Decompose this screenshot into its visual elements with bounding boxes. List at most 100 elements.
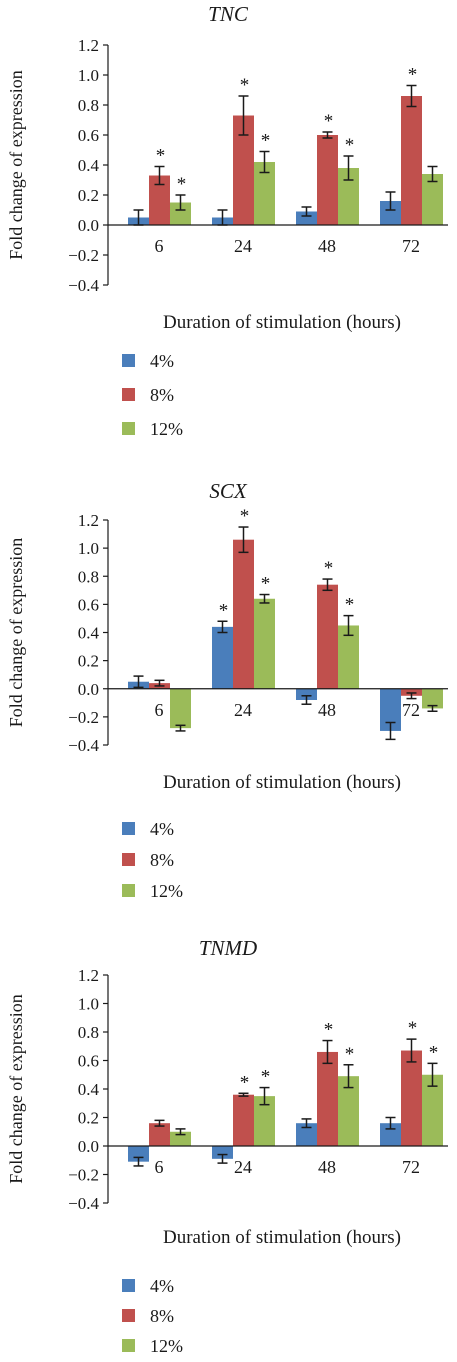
significance-marker: * bbox=[408, 65, 418, 86]
y-tick-label: −0.2 bbox=[68, 1166, 99, 1185]
bar bbox=[170, 688, 191, 729]
y-tick-label: 0.0 bbox=[78, 1137, 99, 1156]
y-tick-label: 0.8 bbox=[78, 1023, 99, 1042]
x-axis-label: Duration of stimulation (hours) bbox=[163, 1227, 401, 1248]
y-tick-label: 0.6 bbox=[78, 1052, 99, 1071]
bar bbox=[254, 1096, 275, 1146]
legend-swatch bbox=[122, 388, 135, 401]
bar bbox=[254, 598, 275, 689]
legend-label: 8% bbox=[150, 1306, 174, 1326]
bar bbox=[254, 162, 275, 225]
significance-marker: * bbox=[240, 75, 250, 96]
bar bbox=[401, 1050, 422, 1146]
bar bbox=[317, 584, 338, 689]
legend-label: 8% bbox=[150, 385, 174, 405]
legend-swatch bbox=[122, 1339, 135, 1352]
bar bbox=[422, 174, 443, 225]
y-tick-label: 0.8 bbox=[78, 96, 99, 115]
y-tick-label: −0.4 bbox=[68, 276, 99, 295]
x-tick-label: 48 bbox=[318, 700, 336, 720]
significance-marker: * bbox=[240, 506, 250, 527]
legend-label: 8% bbox=[150, 850, 174, 870]
significance-marker: * bbox=[219, 600, 229, 621]
bar bbox=[233, 1094, 254, 1146]
y-tick-label: 1.2 bbox=[78, 36, 99, 55]
significance-marker: * bbox=[261, 1067, 271, 1088]
legend-label: 12% bbox=[150, 881, 183, 901]
x-tick-label: 72 bbox=[402, 700, 420, 720]
bar bbox=[338, 168, 359, 225]
y-tick-label: 0.8 bbox=[78, 567, 99, 586]
bar bbox=[380, 201, 401, 225]
y-tick-label: 1.0 bbox=[78, 995, 99, 1014]
y-tick-label: 0.6 bbox=[78, 595, 99, 614]
significance-marker: * bbox=[429, 1042, 439, 1063]
x-tick-label: 6 bbox=[155, 1157, 164, 1177]
x-tick-label: 48 bbox=[318, 236, 336, 256]
y-tick-label: 0.4 bbox=[78, 156, 100, 175]
significance-marker: * bbox=[261, 574, 271, 595]
bar bbox=[317, 135, 338, 225]
legend-swatch bbox=[122, 1309, 135, 1322]
y-tick-label: 1.2 bbox=[78, 966, 99, 985]
x-tick-label: 24 bbox=[234, 700, 252, 720]
bar bbox=[149, 1123, 170, 1146]
significance-marker: * bbox=[345, 1044, 355, 1065]
bar bbox=[233, 115, 254, 225]
bar bbox=[422, 1074, 443, 1146]
legend-label: 4% bbox=[150, 351, 174, 371]
chart-title: TNMD bbox=[199, 936, 257, 960]
significance-marker: * bbox=[324, 1020, 334, 1041]
bar bbox=[296, 688, 317, 700]
x-axis-label: Duration of stimulation (hours) bbox=[163, 772, 401, 793]
y-tick-label: −0.4 bbox=[68, 736, 99, 755]
y-tick-label: −0.4 bbox=[68, 1194, 99, 1213]
bar bbox=[380, 688, 401, 731]
x-tick-label: 24 bbox=[234, 236, 252, 256]
y-tick-label: −0.2 bbox=[68, 246, 99, 265]
bar bbox=[212, 1146, 233, 1159]
bar bbox=[296, 211, 317, 225]
y-tick-label: 0.2 bbox=[78, 652, 99, 671]
y-axis-label: Fold change of expression bbox=[6, 994, 26, 1183]
legend-label: 4% bbox=[150, 1276, 174, 1296]
bar bbox=[317, 1051, 338, 1146]
bar bbox=[296, 1123, 317, 1146]
y-tick-label: 0.4 bbox=[78, 624, 100, 643]
y-axis-label: Fold change of expression bbox=[6, 538, 26, 727]
y-tick-label: 0.2 bbox=[78, 1109, 99, 1128]
y-axis-label: Fold change of expression bbox=[6, 70, 26, 259]
legend-swatch bbox=[122, 354, 135, 367]
x-tick-label: 6 bbox=[155, 700, 164, 720]
x-tick-label: 6 bbox=[155, 236, 164, 256]
y-tick-label: 0.2 bbox=[78, 186, 99, 205]
significance-marker: * bbox=[408, 1018, 418, 1039]
chart-title: TNC bbox=[208, 2, 249, 26]
legend-label: 12% bbox=[150, 1336, 183, 1356]
y-tick-label: 0.6 bbox=[78, 126, 99, 145]
bar bbox=[128, 1146, 149, 1162]
significance-marker: * bbox=[345, 135, 355, 156]
significance-marker: * bbox=[177, 174, 187, 195]
significance-marker: * bbox=[324, 558, 334, 579]
bar bbox=[233, 539, 254, 689]
significance-marker: * bbox=[345, 595, 355, 616]
bar bbox=[170, 1131, 191, 1146]
legend-swatch bbox=[122, 853, 135, 866]
legend-swatch bbox=[122, 822, 135, 835]
legend-swatch bbox=[122, 884, 135, 897]
bar bbox=[149, 175, 170, 225]
y-tick-label: 0.4 bbox=[78, 1080, 100, 1099]
y-tick-label: −0.2 bbox=[68, 708, 99, 727]
bar bbox=[212, 626, 233, 689]
bar bbox=[338, 1076, 359, 1146]
bar bbox=[380, 1123, 401, 1146]
chart-title: SCX bbox=[209, 479, 248, 503]
significance-marker: * bbox=[156, 146, 166, 167]
legend-label: 12% bbox=[150, 419, 183, 439]
bar bbox=[401, 96, 422, 225]
y-tick-label: 1.2 bbox=[78, 511, 99, 530]
legend-label: 4% bbox=[150, 819, 174, 839]
x-tick-label: 48 bbox=[318, 1157, 336, 1177]
